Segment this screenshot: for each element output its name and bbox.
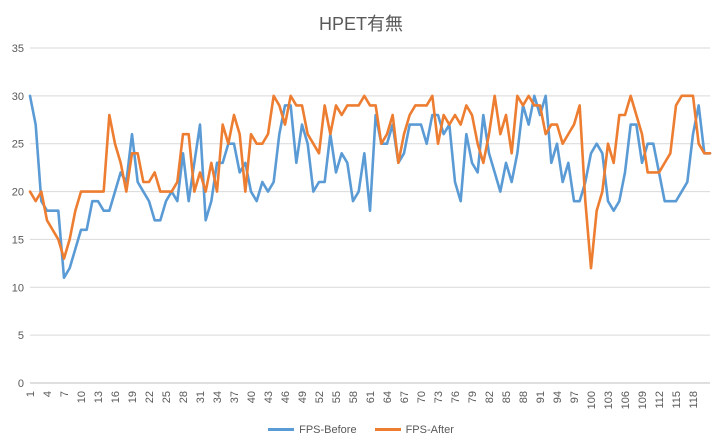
y-tick-label: 20 (12, 187, 24, 199)
chart-legend: FPS-Before FPS-After (0, 422, 722, 436)
x-tick-label: 34 (212, 391, 224, 403)
x-tick-label: 7 (59, 391, 71, 397)
legend-item: FPS-After (374, 423, 454, 436)
x-tick-label: 100 (586, 391, 598, 409)
x-tick-label: 19 (127, 391, 139, 403)
y-tick-label: 35 (12, 43, 24, 55)
y-tick-label: 5 (18, 330, 24, 342)
y-tick-label: 25 (12, 139, 24, 151)
x-tick-label: 28 (178, 391, 190, 403)
legend-swatch (268, 428, 295, 431)
legend-label: FPS-After (405, 423, 454, 436)
x-tick-label: 118 (688, 391, 700, 409)
x-tick-label: 58 (348, 391, 360, 403)
x-tick-label: 4 (42, 391, 54, 397)
x-tick-label: 88 (518, 391, 530, 403)
x-tick-label: 46 (280, 391, 292, 403)
y-tick-label: 10 (12, 282, 24, 294)
x-tick-label: 112 (654, 391, 666, 409)
x-tick-label: 55 (331, 391, 343, 403)
x-tick-label: 103 (603, 391, 615, 409)
x-tick-label: 70 (416, 391, 428, 403)
x-tick-label: 109 (637, 391, 649, 409)
x-tick-label: 25 (161, 391, 173, 403)
legend-label: FPS-Before (299, 423, 357, 436)
x-tick-label: 13 (93, 391, 105, 403)
y-tick-label: 30 (12, 91, 24, 103)
x-tick-label: 97 (569, 391, 581, 403)
y-tick-label: 15 (12, 234, 24, 246)
x-tick-label: 61 (365, 391, 377, 403)
x-tick-label: 31 (195, 391, 207, 403)
x-tick-label: 10 (76, 391, 88, 403)
x-tick-label: 64 (382, 391, 394, 403)
series-line-fps-before (28, 94, 712, 280)
x-tick-label: 115 (671, 391, 683, 409)
x-tick-label: 82 (484, 391, 496, 403)
x-tick-label: 85 (501, 391, 513, 403)
x-tick-label: 49 (297, 391, 309, 403)
legend-item: FPS-Before (268, 423, 357, 436)
x-tick-label: 76 (450, 391, 462, 403)
series-line-fps-after (28, 94, 712, 270)
legend-swatch (374, 428, 401, 431)
x-tick-label: 67 (399, 391, 411, 403)
x-tick-label: 73 (433, 391, 445, 403)
x-tick-label: 16 (110, 391, 122, 403)
x-tick-label: 106 (620, 391, 632, 409)
x-tick-label: 79 (467, 391, 479, 403)
x-tick-label: 94 (552, 391, 564, 403)
x-tick-label: 1 (25, 391, 37, 397)
x-tick-label: 37 (229, 391, 241, 403)
x-tick-label: 43 (263, 391, 275, 403)
y-tick-label: 0 (18, 378, 24, 390)
chart-title: HPET有無 (318, 14, 403, 34)
x-tick-label: 22 (144, 391, 156, 403)
x-tick-label: 91 (535, 391, 547, 403)
x-tick-label: 52 (314, 391, 326, 403)
x-tick-label: 40 (246, 391, 258, 403)
